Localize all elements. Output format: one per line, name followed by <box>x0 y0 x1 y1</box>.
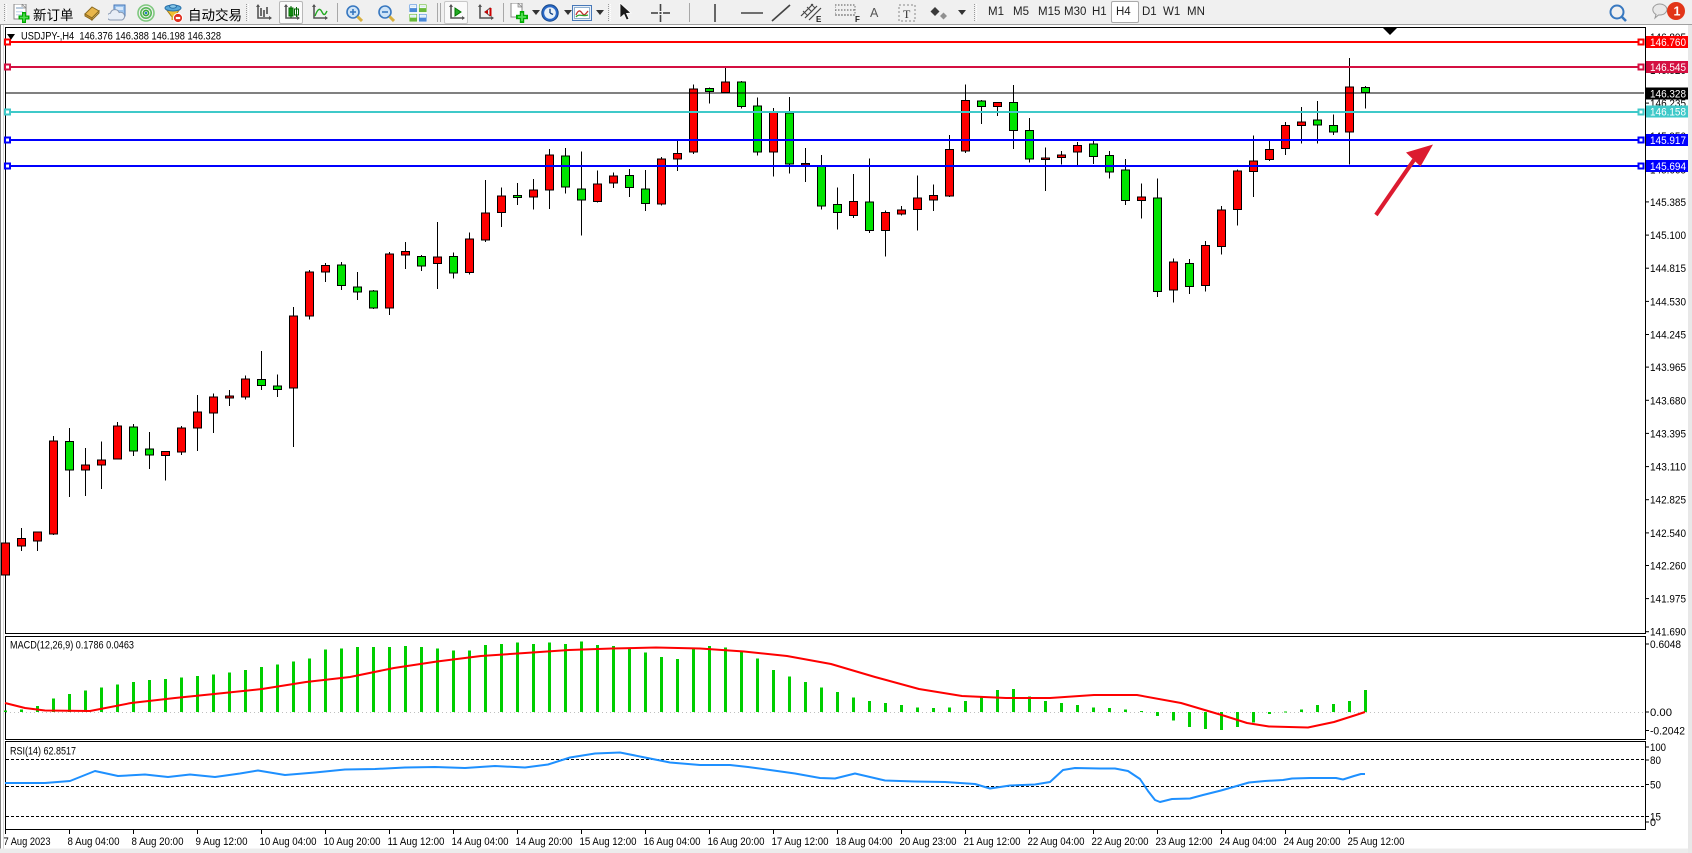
svg-text:T: T <box>903 7 911 21</box>
svg-text:141.690: 141.690 <box>1650 627 1686 639</box>
svg-text:50: 50 <box>1650 780 1661 792</box>
svg-text:145.917: 145.917 <box>1650 135 1686 147</box>
svg-text:14 Aug 20:00: 14 Aug 20:00 <box>516 836 573 848</box>
svg-text:18 Aug 04:00: 18 Aug 04:00 <box>836 836 893 848</box>
svg-text:25 Aug 12:00: 25 Aug 12:00 <box>1348 836 1405 848</box>
svg-text:23 Aug 12:00: 23 Aug 12:00 <box>1156 836 1213 848</box>
svg-text:9 Aug 12:00: 9 Aug 12:00 <box>196 836 248 848</box>
svg-text:146.328: 146.328 <box>1650 89 1686 101</box>
svg-text:0.00: 0.00 <box>1650 707 1672 719</box>
svg-text:143.395: 143.395 <box>1650 428 1686 440</box>
svg-text:24 Aug 20:00: 24 Aug 20:00 <box>1284 836 1341 848</box>
svg-text:80: 80 <box>1650 755 1661 767</box>
svg-text:16 Aug 04:00: 16 Aug 04:00 <box>644 836 701 848</box>
svg-text:141.975: 141.975 <box>1650 594 1686 606</box>
svg-text:15: 15 <box>1650 812 1661 824</box>
svg-text:17 Aug 12:00: 17 Aug 12:00 <box>772 836 829 848</box>
svg-text:100: 100 <box>1650 742 1666 754</box>
svg-text:16 Aug 20:00: 16 Aug 20:00 <box>708 836 765 848</box>
svg-text:142.260: 142.260 <box>1650 561 1686 573</box>
svg-text:142.825: 142.825 <box>1650 495 1686 507</box>
svg-text:143.965: 143.965 <box>1650 362 1686 374</box>
svg-text:RSI(14) 62.8517: RSI(14) 62.8517 <box>10 746 76 758</box>
svg-text:8 Aug 04:00: 8 Aug 04:00 <box>68 836 120 848</box>
svg-text:10 Aug 04:00: 10 Aug 04:00 <box>260 836 317 848</box>
svg-text:1: 1 <box>1674 5 1681 19</box>
svg-text:USDJPY-,H4 146.376 146.388 14: USDJPY-,H4 146.376 146.388 146.198 146.3… <box>21 31 221 43</box>
svg-text:143.110: 143.110 <box>1650 462 1686 474</box>
svg-text:21 Aug 12:00: 21 Aug 12:00 <box>964 836 1021 848</box>
svg-text:22 Aug 20:00: 22 Aug 20:00 <box>1092 836 1149 848</box>
svg-text:10 Aug 20:00: 10 Aug 20:00 <box>324 836 381 848</box>
svg-text:8 Aug 20:00: 8 Aug 20:00 <box>132 836 184 848</box>
svg-text:142.540: 142.540 <box>1650 528 1686 540</box>
svg-text:22 Aug 04:00: 22 Aug 04:00 <box>1028 836 1085 848</box>
svg-text:20 Aug 23:00: 20 Aug 23:00 <box>900 836 957 848</box>
svg-text:146.760: 146.760 <box>1650 37 1686 49</box>
svg-text:143.680: 143.680 <box>1650 395 1686 407</box>
svg-text:7 Aug 2023: 7 Aug 2023 <box>4 836 51 848</box>
svg-text:24 Aug 04:00: 24 Aug 04:00 <box>1220 836 1277 848</box>
svg-text:145.385: 145.385 <box>1650 197 1686 209</box>
svg-text:146.158: 146.158 <box>1650 107 1686 119</box>
svg-text:144.815: 144.815 <box>1650 263 1686 275</box>
svg-text:146.545: 146.545 <box>1650 62 1686 74</box>
svg-text:F: F <box>855 15 860 23</box>
svg-text:145.100: 145.100 <box>1650 230 1686 242</box>
svg-text:144.530: 144.530 <box>1650 296 1686 308</box>
svg-text:0.6048: 0.6048 <box>1650 639 1681 651</box>
svg-text:15 Aug 12:00: 15 Aug 12:00 <box>580 836 637 848</box>
svg-text:-0.2042: -0.2042 <box>1650 726 1685 738</box>
svg-text:0: 0 <box>1650 817 1656 829</box>
svg-text:144.245: 144.245 <box>1650 330 1686 342</box>
svg-text:14 Aug 04:00: 14 Aug 04:00 <box>452 836 509 848</box>
svg-text:145.694: 145.694 <box>1650 161 1686 173</box>
svg-text:MACD(12,26,9) 0.1786 0.0463: MACD(12,26,9) 0.1786 0.0463 <box>10 640 134 652</box>
svg-text:E: E <box>816 15 822 23</box>
svg-text:11 Aug 12:00: 11 Aug 12:00 <box>388 836 445 848</box>
